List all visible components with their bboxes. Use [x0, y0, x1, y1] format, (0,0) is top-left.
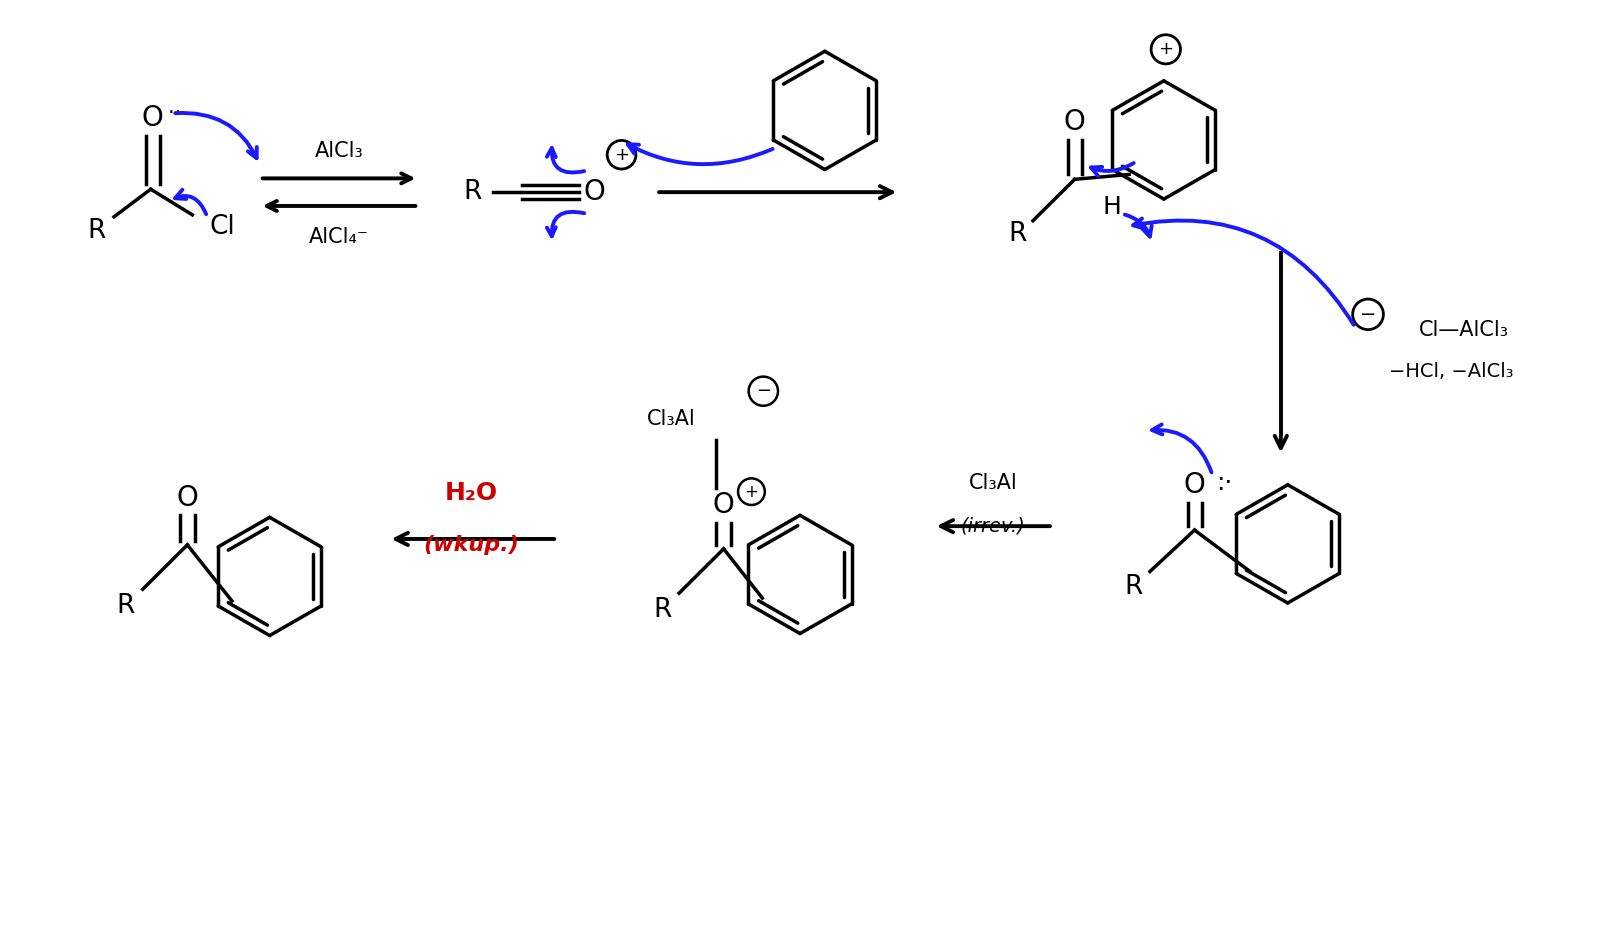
Text: H: H [1102, 195, 1122, 219]
Text: +: + [614, 146, 629, 164]
Text: +: + [744, 482, 758, 501]
Text: R: R [1008, 221, 1026, 246]
Text: R: R [1123, 574, 1142, 601]
Text: (wkup.): (wkup.) [422, 535, 518, 555]
Text: H₂O: H₂O [445, 480, 498, 505]
Text: O: O [176, 483, 198, 511]
Text: AlCl₃: AlCl₃ [315, 141, 363, 161]
Text: O: O [712, 492, 734, 520]
Text: Cl₃Al: Cl₃Al [970, 473, 1018, 493]
Text: +: + [1158, 40, 1173, 58]
Text: R: R [653, 597, 672, 623]
Text: −: − [1360, 305, 1376, 324]
Text: O: O [142, 104, 163, 133]
Text: AlCl₄⁻: AlCl₄⁻ [309, 227, 370, 246]
Text: :·: :· [1216, 471, 1232, 494]
Text: R: R [117, 593, 134, 619]
Text: O: O [584, 179, 606, 206]
Text: −: − [755, 383, 771, 400]
Text: −HCl, −AlCl₃: −HCl, −AlCl₃ [1389, 362, 1514, 381]
Text: ··: ·· [168, 103, 187, 123]
Text: O: O [1064, 108, 1085, 136]
Text: (irrev.): (irrev.) [962, 517, 1026, 536]
Text: Cl₃Al: Cl₃Al [646, 409, 696, 429]
Text: R: R [86, 217, 106, 243]
Text: Cl: Cl [210, 213, 235, 240]
Text: Cl—AlCl₃: Cl—AlCl₃ [1419, 321, 1509, 340]
Text: R: R [464, 180, 482, 205]
Text: O: O [1184, 471, 1205, 499]
